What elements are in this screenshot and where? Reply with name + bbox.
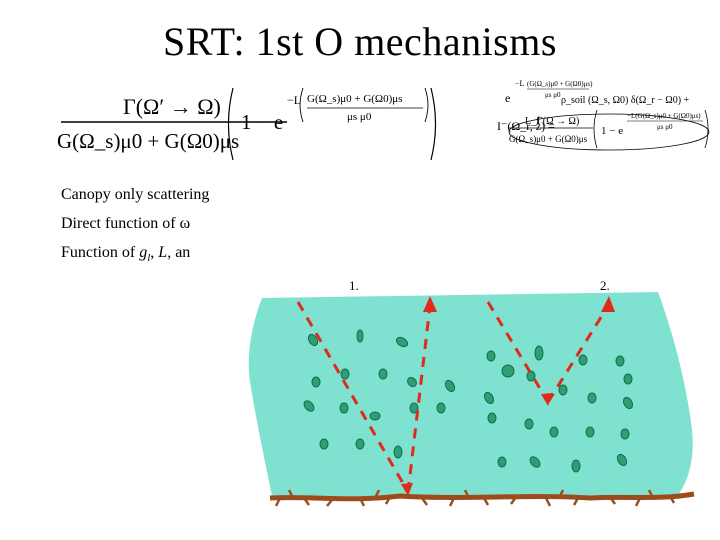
leaf-particles — [303, 329, 634, 473]
canopy-diagram — [248, 292, 695, 507]
ray-1-tip-top — [423, 296, 437, 312]
svg-text:μs μ0: μs μ0 — [545, 91, 561, 99]
leaf — [369, 411, 381, 421]
leaf — [395, 336, 409, 348]
leaf — [407, 376, 417, 388]
eq-right-lhs: I⁻(Ω_r, z) = — [497, 119, 555, 133]
leaf — [486, 350, 496, 362]
svg-text:L_f: L_f — [525, 116, 540, 127]
leaf — [623, 373, 633, 385]
leaf — [378, 368, 388, 380]
leaf — [585, 426, 595, 438]
svg-text:−L: −L — [515, 79, 525, 88]
equation-right: e −L (G(Ω_s)μ0 + G(Ω0)μs) μs μ0 ρ_soil (… — [497, 79, 710, 151]
svg-text:G(Ω_s)μ0 + G(Ω0)μs: G(Ω_s)μ0 + G(Ω0)μs — [509, 134, 588, 144]
ray-label-2: 2. — [600, 278, 610, 293]
leaf — [578, 354, 588, 366]
leaf — [497, 456, 507, 468]
bullet-canopy-only: Canopy only scattering — [61, 186, 210, 203]
leaf — [549, 426, 559, 438]
leaf — [319, 438, 329, 450]
leaf — [558, 384, 568, 396]
leaf — [529, 456, 541, 468]
svg-text:−L(G(Ω_s)μ0 + G(Ω0)μs): −L(G(Ω_s)μ0 + G(Ω0)μs) — [627, 112, 701, 120]
leaf — [615, 355, 625, 367]
svg-text:(G(Ω_s)μ0 + G(Ω0)μs): (G(Ω_s)μ0 + G(Ω0)μs) — [527, 80, 593, 88]
leaf — [444, 379, 456, 393]
canopy-volume — [248, 292, 693, 498]
soil-roots — [274, 489, 676, 507]
highlight-ellipse — [508, 113, 710, 151]
leaf — [340, 368, 350, 380]
ray-2 — [486, 301, 610, 403]
svg-text:μs μ0: μs μ0 — [657, 123, 673, 131]
leaf — [307, 333, 319, 347]
bullet-function-of: Function of gl, L, an — [61, 244, 191, 265]
svg-text:−L: −L — [287, 93, 301, 107]
canopy-illustration: 1. 2. — [240, 270, 710, 532]
leaf — [524, 418, 534, 430]
leaf — [620, 428, 630, 440]
ray-2-tip-bottom — [541, 393, 553, 406]
slide-title: SRT: 1st O mechanisms — [163, 19, 557, 64]
eq-right-top-term: ρ_soil (Ω_s, Ω0) δ(Ω_r − Ω0) + — [561, 95, 690, 106]
leaf — [436, 402, 446, 414]
ray-2-tip-top — [601, 296, 615, 312]
eq-right-circled-term: Γ(Ω → Ω) — [537, 116, 579, 127]
eq-right-bracket-term: 1 − e — [601, 125, 623, 137]
eq-left-paren-open — [227, 87, 234, 161]
leaf — [393, 445, 403, 459]
leaf — [339, 402, 349, 414]
leaf — [303, 400, 315, 412]
leaf — [409, 402, 419, 414]
leaf — [501, 364, 515, 378]
leaf — [616, 453, 628, 467]
eq-left-bracket-term: 1 − e — [241, 110, 283, 134]
leaf — [356, 329, 364, 343]
ray-1 — [296, 301, 432, 493]
ray-1-tip-soil — [401, 483, 413, 496]
eq-left-exp-num: G(Ω_s)μ0 + G(Ω0)μs — [307, 93, 402, 105]
bullet-direct-function: Direct function of ω — [61, 215, 191, 232]
leaf — [487, 412, 497, 424]
svg-text:e: e — [505, 91, 510, 105]
bullet-list: Canopy only scattering Direct function o… — [61, 180, 209, 273]
leaf — [622, 396, 634, 410]
soil-line — [269, 491, 695, 502]
equation-left: Γ(Ω′ → Ω) G(Ω_s)μ0 + G(Ω0)μs 1 − e −L G(… — [57, 87, 437, 161]
leaf — [571, 459, 581, 473]
eq-left-denominator: G(Ω_s)μ0 + G(Ω0)μs — [57, 129, 239, 153]
leaf — [587, 392, 597, 404]
leaf — [483, 391, 495, 405]
eq-left-paren-close — [430, 87, 437, 161]
eq-left-numerator: Γ(Ω′ → Ω) — [123, 94, 221, 119]
ray-label-1: 1. — [349, 278, 359, 293]
leaf — [311, 376, 321, 388]
leaf — [534, 345, 544, 361]
eq-left-exp-den: μs μ0 — [347, 111, 372, 123]
leaf — [355, 438, 365, 450]
